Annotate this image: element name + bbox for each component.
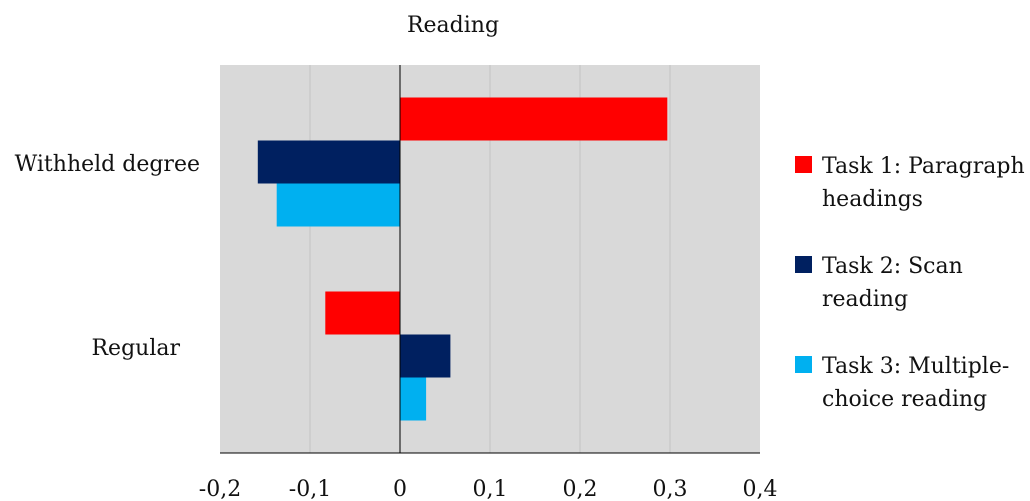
- legend-label-task-3-line1: Task 3: Multiple-: [822, 354, 1010, 379]
- x-tick-labels: -0,2 -0,1 0 0,1 0,2 0,3 0,4: [199, 477, 778, 501]
- legend-item-task-3: Task 3: Multiple- choice reading: [795, 350, 1025, 416]
- x-tick-label: 0,2: [563, 477, 598, 501]
- legend-label-task-1-line1: Task 1: Paragraph: [822, 154, 1025, 179]
- legend-swatch-task-1: [795, 156, 812, 173]
- gridlines: [309, 65, 671, 453]
- legend: Task 1: Paragraph headings Task 2: Scan …: [795, 150, 1025, 450]
- bar-1-regular: [325, 291, 400, 335]
- legend-item-task-2: Task 2: Scan reading: [795, 250, 1025, 316]
- chart-title: Reading: [407, 13, 499, 38]
- legend-label-task-2-line1: Task 2: Scan: [822, 254, 963, 279]
- bar-3-regular: [400, 377, 427, 421]
- bars: [257, 97, 668, 421]
- x-tick-label: -0,2: [199, 477, 241, 501]
- legend-label-task-3-line2: choice reading: [822, 387, 988, 412]
- legend-item-task-1: Task 1: Paragraph headings: [795, 150, 1025, 216]
- category-label-regular: Regular: [91, 336, 180, 361]
- bar-2-regular: [400, 334, 451, 378]
- legend-label-task-1-line2: headings: [822, 187, 923, 212]
- x-tick-label: -0,1: [289, 477, 331, 501]
- legend-label-task-2-line2: reading: [822, 287, 909, 312]
- bar-2-withheld-degree: [257, 140, 400, 184]
- legend-swatch-task-2: [795, 256, 812, 273]
- x-tick-label: 0: [393, 477, 407, 501]
- legend-swatch-task-3: [795, 356, 812, 373]
- x-tick-label: 0,1: [473, 477, 508, 501]
- x-tick-label: 0,4: [743, 477, 778, 501]
- x-tick-label: 0,3: [653, 477, 688, 501]
- category-label-withheld-degree: Withheld degree: [15, 152, 200, 177]
- bar-3-withheld-degree: [276, 183, 400, 227]
- bar-1-withheld-degree: [400, 97, 668, 141]
